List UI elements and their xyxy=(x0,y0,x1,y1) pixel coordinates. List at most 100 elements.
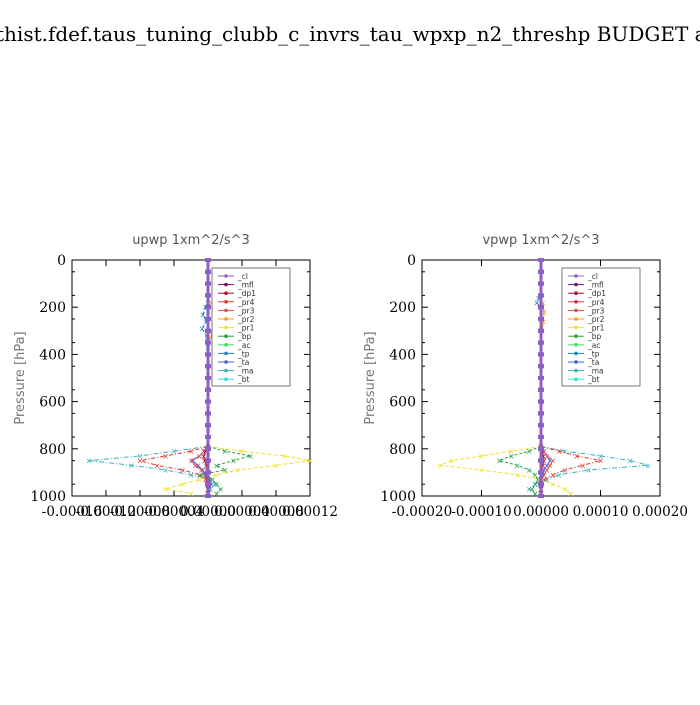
series-point-pr1: × xyxy=(196,475,203,484)
y-tick-label: 800 xyxy=(389,442,416,458)
series-point-ta: × xyxy=(189,457,196,466)
series-point-pr1: × xyxy=(162,485,169,494)
series-point-pr4: × xyxy=(137,457,144,466)
series-point-cl xyxy=(205,281,211,286)
legend-marker xyxy=(224,308,228,313)
legend-marker xyxy=(574,300,578,304)
legend-marker xyxy=(224,317,228,321)
x-tick-label: -0.00004 xyxy=(144,504,204,520)
legend-marker xyxy=(224,351,228,356)
series-point-bp: × xyxy=(230,457,237,466)
series-point-pr4: × xyxy=(188,447,195,456)
series-point-ma: × xyxy=(544,475,551,484)
series-point-bp: × xyxy=(532,480,539,489)
series-point-pr4: × xyxy=(179,466,186,475)
y-tick-label: 600 xyxy=(39,395,66,411)
y-tick-label: 200 xyxy=(39,300,66,316)
legend-label: _bp xyxy=(587,332,602,341)
series-line-pr1 xyxy=(439,445,572,494)
x-tick-label: 0.00010 xyxy=(573,504,629,520)
legend-marker xyxy=(574,325,578,330)
series-point-cl xyxy=(205,494,211,498)
y-tick-label: 1000 xyxy=(380,489,416,505)
legend-marker xyxy=(574,274,578,278)
series-point-pr4: × xyxy=(597,457,604,466)
y-tick-label: 0 xyxy=(407,253,416,269)
series-point-ma: × xyxy=(645,461,652,470)
legend-label: _mfl xyxy=(237,281,254,290)
series-point-ma: × xyxy=(555,471,562,480)
series-point-ma: × xyxy=(532,490,539,499)
legend-label: _pr1 xyxy=(587,324,605,333)
series-point-cl xyxy=(205,258,211,262)
series-point-pr2: × xyxy=(208,298,215,307)
series-point-bp: × xyxy=(217,485,224,494)
legend-marker xyxy=(574,291,578,296)
x-tick-label: 0.00004 xyxy=(214,504,270,520)
series-point-cl xyxy=(538,458,544,463)
legend-marker xyxy=(224,343,228,347)
series-point-ta: × xyxy=(202,471,209,480)
series-point-cl xyxy=(205,446,211,451)
series-point-cl xyxy=(538,423,544,428)
series-point-cl xyxy=(205,352,211,357)
series-point-cl xyxy=(538,328,544,333)
series-point-pr4: × xyxy=(541,475,548,484)
series-point-dp1: × xyxy=(203,461,210,470)
x-tick-label: 0.00012 xyxy=(282,504,338,520)
legend-marker xyxy=(574,308,578,313)
y-tick-label: 0 xyxy=(57,253,66,269)
y-axis-label: Pressure [hPa] xyxy=(13,331,28,424)
series-line-bp xyxy=(497,445,542,494)
series-point-tp: × xyxy=(535,294,542,303)
series-point-bp: × xyxy=(535,475,542,484)
series-point-cl xyxy=(205,470,211,475)
series-point-ma: × xyxy=(597,452,604,461)
series-point-pr3: × xyxy=(544,466,551,475)
series-point-pr1: × xyxy=(508,447,515,456)
y-tick-label: 800 xyxy=(39,442,66,458)
series-point-cl xyxy=(538,364,544,369)
y-tick-label: 400 xyxy=(389,347,416,363)
series-point-bp: × xyxy=(529,485,536,494)
legend-marker xyxy=(224,282,228,287)
series-point-pr4: × xyxy=(154,461,161,470)
series-point-cl xyxy=(205,376,211,380)
legend-marker xyxy=(224,377,228,382)
legend-label: _pr2 xyxy=(587,315,605,324)
x-tick-label: -0.00008 xyxy=(110,504,170,520)
legend-marker xyxy=(224,300,228,304)
series-point-cl xyxy=(205,399,211,404)
series-point-cl xyxy=(538,411,544,416)
series-point-bp: × xyxy=(222,466,229,475)
legend-label: _ma xyxy=(587,367,604,376)
series-point-bp: × xyxy=(526,447,533,456)
legend-label: _ac xyxy=(587,341,600,350)
x-tick-label: -0.00012 xyxy=(76,504,136,520)
series-point-pr1: × xyxy=(179,480,186,489)
series-point-pr1: × xyxy=(550,480,557,489)
x-tick-label: 0.00000 xyxy=(180,504,236,520)
series-point-cl xyxy=(205,435,211,439)
series-point-pr4: × xyxy=(579,461,586,470)
series-point-pr4: × xyxy=(196,471,203,480)
series-point-bp: × xyxy=(196,471,203,480)
series-point-ma: × xyxy=(532,480,539,489)
series-point-dp1: × xyxy=(202,447,209,456)
legend-label: _pr3 xyxy=(237,306,255,315)
series-point-ma: × xyxy=(209,475,216,484)
series-point-tp: × xyxy=(533,298,540,307)
series-point-pr1: × xyxy=(281,452,288,461)
series-point-cl xyxy=(205,340,211,345)
series-point-pr4: × xyxy=(561,466,568,475)
series-point-bp: × xyxy=(496,457,503,466)
series-point-pr1: × xyxy=(213,471,220,480)
series-point-pr1: × xyxy=(234,466,241,475)
series-point-pr1: × xyxy=(567,490,574,499)
series-point-bp: × xyxy=(213,490,220,499)
legend-label: _pr3 xyxy=(587,306,605,315)
series-point-pr3: × xyxy=(541,471,548,480)
series-point-pr4: × xyxy=(550,471,557,480)
legend-marker xyxy=(574,317,578,321)
